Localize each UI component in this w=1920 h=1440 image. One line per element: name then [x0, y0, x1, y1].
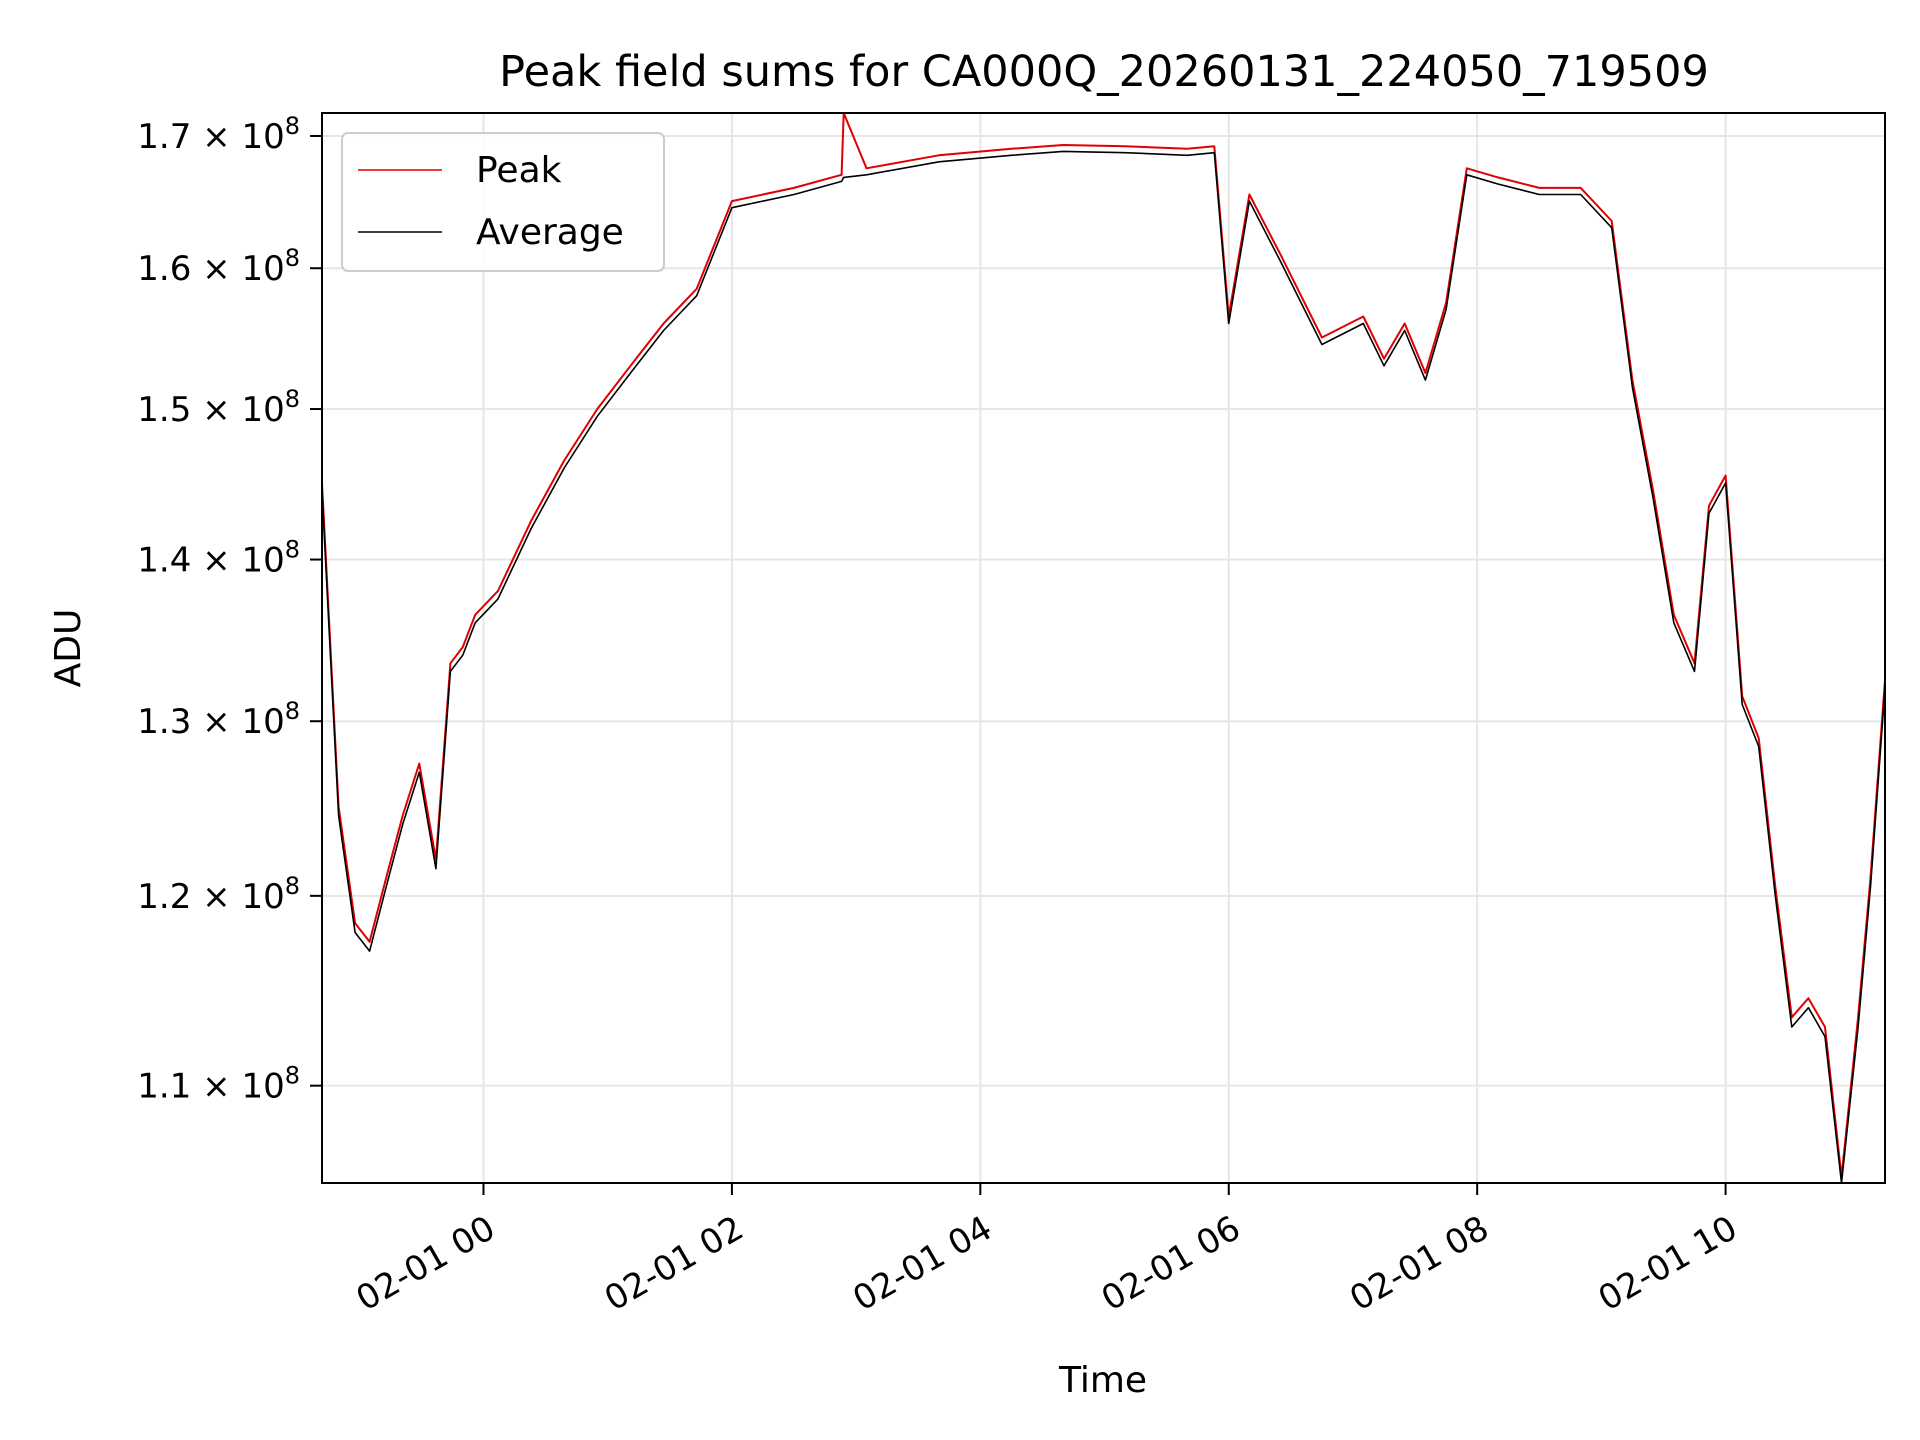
y-tick-label: 1.3 × 108 [137, 697, 300, 742]
y-tick-mantissa: 1.3 [137, 702, 191, 742]
y-tick-label: 1.4 × 108 [137, 536, 300, 581]
plot-frame [321, 112, 1886, 1184]
y-tick-times: × 10 [191, 877, 284, 917]
y-tick-times: × 10 [191, 702, 284, 742]
y-tick-label: 1.5 × 108 [137, 385, 300, 430]
y-axis-label: ADU [48, 609, 89, 688]
y-tick-exponent: 8 [285, 385, 300, 413]
y-tick-mantissa: 1.7 [137, 117, 191, 157]
y-tick-mantissa: 1.5 [137, 390, 191, 430]
y-tick-exponent: 8 [285, 872, 300, 900]
series-layer [321, 112, 1886, 1184]
y-tick-times: × 10 [191, 390, 284, 430]
legend-label-average: Average [476, 212, 624, 253]
y-tick-label: 1.2 × 108 [137, 872, 300, 917]
y-tick-exponent: 8 [285, 112, 300, 140]
y-tick-times: × 10 [191, 541, 284, 581]
chart-title: Peak field sums for CA000Q_20260131_2240… [499, 47, 1709, 97]
y-tick-label: 1.7 × 108 [137, 112, 300, 157]
series-line-average [321, 150, 1886, 1184]
y-tick-label: 1.6 × 108 [137, 244, 300, 289]
legend-frame [341, 132, 665, 272]
y-tick-mantissa: 1.1 [137, 1067, 191, 1107]
y-tick-label: 1.1 × 108 [137, 1062, 300, 1107]
y-tick-mantissa: 1.6 [137, 249, 191, 289]
y-tick-mantissa: 1.4 [137, 541, 191, 581]
y-tick-mantissa: 1.2 [137, 877, 191, 917]
y-tick-times: × 10 [191, 1067, 284, 1107]
y-tick-exponent: 8 [285, 244, 300, 272]
grid-lines [322, 113, 1885, 1183]
y-tick-times: × 10 [191, 249, 284, 289]
x-axis-label: Time [1058, 1360, 1147, 1401]
y-tick-exponent: 8 [285, 536, 300, 564]
y-tick-exponent: 8 [285, 1062, 300, 1090]
legend-label-peak: Peak [476, 150, 562, 191]
legend: Peak Average [341, 132, 665, 272]
y-tick-times: × 10 [191, 117, 284, 157]
y-tick-exponent: 8 [285, 697, 300, 725]
